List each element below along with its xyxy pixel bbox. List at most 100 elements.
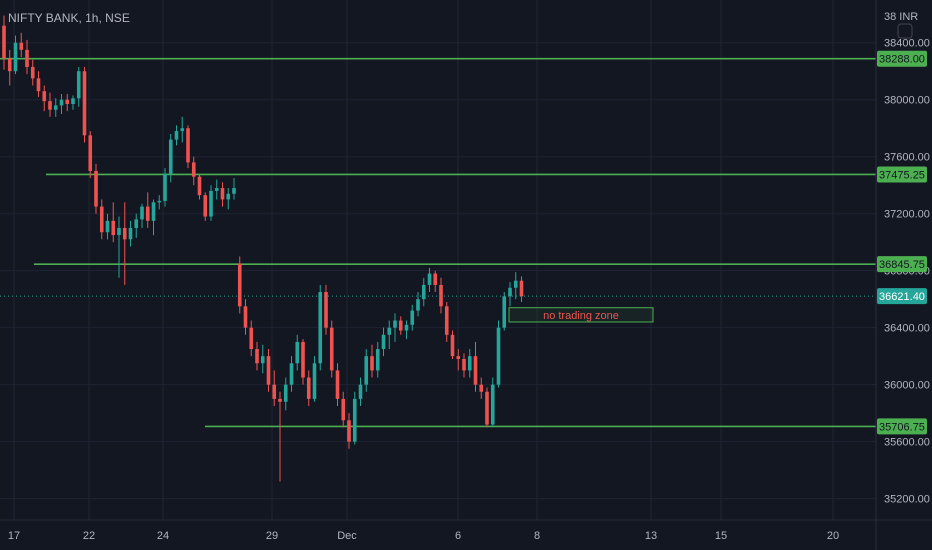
x-tick-label-0: 17 xyxy=(8,530,20,542)
level-price-label-0: 38288.00 xyxy=(879,54,925,66)
candle-25 xyxy=(145,192,150,228)
candle-32 xyxy=(186,125,190,169)
y-tick-label-2: 37600.00 xyxy=(884,152,930,164)
no-trading-zone-label: no trading zone xyxy=(543,310,619,322)
y-tick-label-7: 35600.00 xyxy=(884,437,930,449)
level-price-label-1: 37475.25 xyxy=(879,169,925,181)
candle-19 xyxy=(111,202,116,243)
grid xyxy=(0,0,876,520)
settings-icon[interactable] xyxy=(897,23,913,39)
candle-41 xyxy=(237,256,242,314)
candle-5 xyxy=(30,59,35,86)
candle-75 xyxy=(433,270,438,293)
candles xyxy=(2,15,524,482)
candle-45 xyxy=(260,344,265,374)
level-price-tag-3 xyxy=(877,418,927,435)
x-tick-label-5: 6 xyxy=(455,530,461,542)
candle-9 xyxy=(53,98,58,117)
candle-77 xyxy=(444,302,449,342)
x-tick-label-8: 15 xyxy=(715,530,727,542)
candle-60 xyxy=(347,413,351,449)
no-trading-zone[interactable]: no trading zone xyxy=(508,307,654,323)
candle-33 xyxy=(191,156,196,186)
currency-tick-label: 38 INR xyxy=(884,11,918,23)
candle-1 xyxy=(7,49,12,86)
candle-26 xyxy=(151,199,156,236)
chart-title: NIFTY BANK, 1h, NSE xyxy=(8,11,130,25)
no-trading-zone-box[interactable] xyxy=(508,307,654,323)
candle-27 xyxy=(157,195,162,210)
candle-36 xyxy=(209,185,213,221)
candle-64 xyxy=(370,344,374,378)
candle-51 xyxy=(295,334,300,371)
candle-90 xyxy=(519,276,524,303)
level-price-tag-0 xyxy=(877,50,927,67)
candle-24 xyxy=(140,203,144,228)
candle-70 xyxy=(404,320,409,340)
candle-8 xyxy=(48,92,52,117)
candle-6 xyxy=(36,71,41,97)
candle-49 xyxy=(283,377,288,411)
x-tick-label-3: 29 xyxy=(266,530,278,542)
candle-52 xyxy=(301,339,305,385)
candle-72 xyxy=(416,292,420,317)
candle-66 xyxy=(381,327,386,357)
candle-34 xyxy=(197,173,202,200)
y-tick-label-1: 38000.00 xyxy=(884,95,930,107)
candle-61 xyxy=(352,391,357,445)
candle-65 xyxy=(375,341,380,378)
candle-2 xyxy=(13,35,18,75)
candle-31 xyxy=(180,116,185,143)
candle-40 xyxy=(232,178,236,200)
x-tick-label-1: 22 xyxy=(83,530,95,542)
candle-68 xyxy=(393,313,397,342)
candle-39 xyxy=(226,188,231,210)
candle-50 xyxy=(289,356,294,392)
candle-56 xyxy=(324,284,328,335)
candle-30 xyxy=(174,125,179,146)
time-axis[interactable]: 17 22 24 29 Dec 6 8 13 15 20 xyxy=(0,519,932,542)
candle-55 xyxy=(318,284,323,371)
y-tick-label-6: 36000.00 xyxy=(884,380,930,392)
candle-82 xyxy=(473,341,478,392)
candle-63 xyxy=(364,349,369,392)
y-tick-label-0: 38400.00 xyxy=(884,38,930,50)
candle-43 xyxy=(249,320,254,357)
candle-87 xyxy=(502,292,507,331)
candle-7 xyxy=(42,85,47,112)
last-price-label: 36621.40 xyxy=(879,291,925,303)
candle-81 xyxy=(467,349,472,378)
candle-10 xyxy=(59,94,64,114)
candle-44 xyxy=(255,341,259,371)
candle-12 xyxy=(71,95,75,110)
last-price-tag xyxy=(877,288,927,305)
candle-3 xyxy=(19,32,24,57)
candle-86 xyxy=(496,320,501,388)
x-tick-label-6: 8 xyxy=(534,530,540,542)
candle-21 xyxy=(122,202,127,285)
candle-54 xyxy=(312,356,317,402)
candle-83 xyxy=(479,377,484,399)
candle-47 xyxy=(272,370,277,407)
candle-29 xyxy=(168,133,173,183)
candle-15 xyxy=(88,131,93,179)
candle-53 xyxy=(306,370,311,407)
horizontal-levels xyxy=(0,57,876,428)
candle-57 xyxy=(329,320,334,378)
candle-84 xyxy=(485,387,489,428)
candle-73 xyxy=(421,277,426,307)
candle-69 xyxy=(398,316,403,335)
candle-4 xyxy=(25,39,29,75)
x-tick-label-7: 13 xyxy=(645,530,657,542)
candle-23 xyxy=(134,213,139,238)
level-price-label-2: 36845.75 xyxy=(879,259,925,271)
candle-18 xyxy=(105,213,110,240)
price-axis[interactable]: 38400.0038000.0037600.0037200.0036800.00… xyxy=(877,38,930,506)
candle-11 xyxy=(65,94,70,112)
candle-85 xyxy=(490,377,495,428)
candle-80 xyxy=(462,353,466,378)
level-price-tag-1 xyxy=(877,166,927,183)
candle-42 xyxy=(243,299,248,335)
y-tick-label-8: 35200.00 xyxy=(884,494,930,506)
